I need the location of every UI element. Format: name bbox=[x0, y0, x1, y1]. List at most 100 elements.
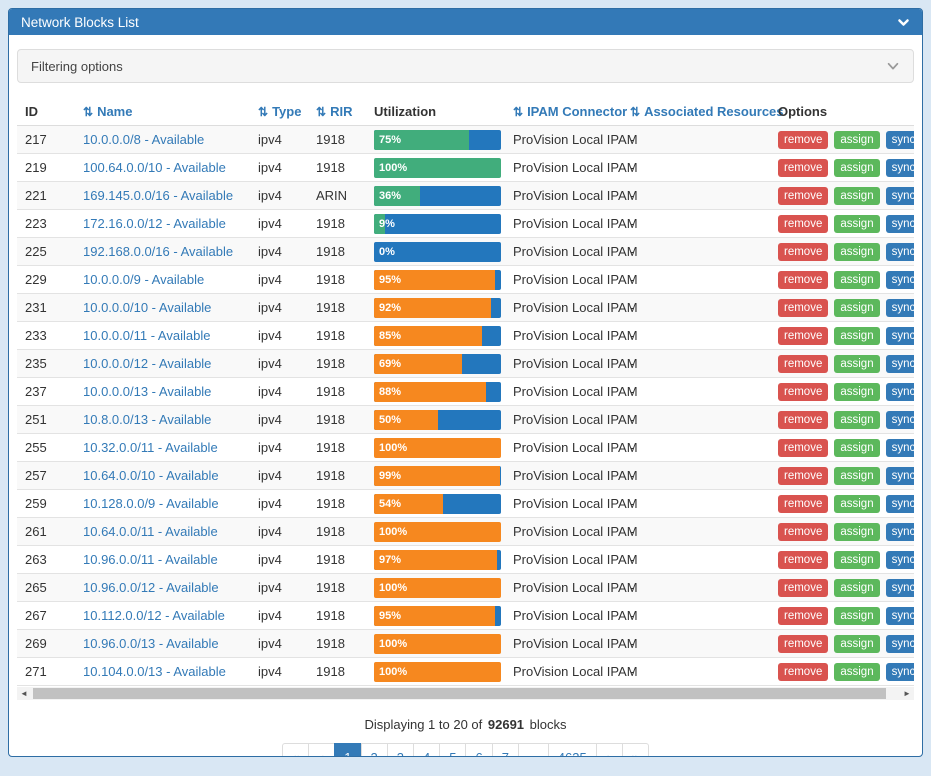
remove-button[interactable]: remove bbox=[778, 158, 829, 177]
horizontal-scrollbar[interactable]: ◄ ► bbox=[17, 687, 914, 700]
sync-button[interactable]: sync bbox=[885, 466, 914, 485]
sync-button[interactable]: sync bbox=[885, 326, 914, 345]
block-name-link[interactable]: 10.0.0.0/13 - Available bbox=[83, 384, 212, 399]
block-name-link[interactable]: 172.16.0.0/12 - Available bbox=[83, 216, 226, 231]
column-header-ipam-connector[interactable]: ⇅ IPAM Connector bbox=[505, 99, 627, 126]
remove-button[interactable]: remove bbox=[778, 298, 829, 317]
remove-button[interactable]: remove bbox=[778, 186, 829, 205]
assign-button[interactable]: assign bbox=[834, 606, 880, 625]
sync-button[interactable]: sync bbox=[885, 354, 914, 373]
sync-button[interactable]: sync bbox=[885, 382, 914, 401]
assign-button[interactable]: assign bbox=[834, 382, 880, 401]
block-name-link[interactable]: 10.0.0.0/11 - Available bbox=[83, 328, 211, 343]
remove-button[interactable]: remove bbox=[778, 494, 829, 513]
sync-button[interactable]: sync bbox=[885, 606, 914, 625]
assign-button[interactable]: assign bbox=[834, 214, 880, 233]
column-header-name[interactable]: ⇅ Name bbox=[75, 99, 250, 126]
remove-button[interactable]: remove bbox=[778, 270, 829, 289]
remove-button[interactable]: remove bbox=[778, 410, 829, 429]
sync-button[interactable]: sync bbox=[885, 242, 914, 261]
assign-button[interactable]: assign bbox=[834, 522, 880, 541]
assign-button[interactable]: assign bbox=[834, 634, 880, 653]
column-header-type[interactable]: ⇅ Type bbox=[250, 99, 308, 126]
remove-button[interactable]: remove bbox=[778, 326, 829, 345]
sync-button[interactable]: sync bbox=[885, 578, 914, 597]
page-button-5[interactable]: 5 bbox=[439, 743, 467, 756]
block-name-link[interactable]: 10.0.0.0/10 - Available bbox=[83, 300, 212, 315]
remove-button[interactable]: remove bbox=[778, 438, 829, 457]
block-name-link[interactable]: 10.96.0.0/12 - Available bbox=[83, 580, 219, 595]
remove-button[interactable]: remove bbox=[778, 214, 829, 233]
assign-button[interactable]: assign bbox=[834, 130, 880, 149]
page-button-4[interactable]: 4 bbox=[413, 743, 441, 756]
sync-button[interactable]: sync bbox=[885, 158, 914, 177]
assign-button[interactable]: assign bbox=[834, 662, 880, 681]
remove-button[interactable]: remove bbox=[778, 606, 829, 625]
sync-button[interactable]: sync bbox=[885, 634, 914, 653]
scrollbar-thumb[interactable] bbox=[33, 688, 886, 699]
block-name-link[interactable]: 10.8.0.0/13 - Available bbox=[83, 412, 212, 427]
scroll-right-arrow-icon[interactable]: ► bbox=[903, 689, 911, 698]
page-button-3[interactable]: 3 bbox=[386, 743, 414, 756]
sync-button[interactable]: sync bbox=[885, 522, 914, 541]
remove-button[interactable]: remove bbox=[778, 242, 829, 261]
block-name-link[interactable]: 10.96.0.0/13 - Available bbox=[83, 636, 219, 651]
assign-button[interactable]: assign bbox=[834, 578, 880, 597]
block-name-link[interactable]: 10.96.0.0/11 - Available bbox=[83, 552, 218, 567]
page-button-6[interactable]: 6 bbox=[465, 743, 493, 756]
assign-button[interactable]: assign bbox=[834, 186, 880, 205]
assign-button[interactable]: assign bbox=[834, 158, 880, 177]
remove-button[interactable]: remove bbox=[778, 578, 829, 597]
block-name-link[interactable]: 169.145.0.0/16 - Available bbox=[83, 188, 234, 203]
page-button-[interactable]: » bbox=[621, 743, 649, 756]
scroll-left-arrow-icon[interactable]: ◄ bbox=[20, 689, 28, 698]
remove-button[interactable]: remove bbox=[778, 522, 829, 541]
sync-button[interactable]: sync bbox=[885, 410, 914, 429]
assign-button[interactable]: assign bbox=[834, 326, 880, 345]
remove-button[interactable]: remove bbox=[778, 634, 829, 653]
block-name-link[interactable]: 10.64.0.0/11 - Available bbox=[83, 524, 218, 539]
remove-button[interactable]: remove bbox=[778, 662, 829, 681]
block-name-link[interactable]: 10.0.0.0/8 - Available bbox=[83, 132, 205, 147]
block-name-link[interactable]: 100.64.0.0/10 - Available bbox=[83, 160, 226, 175]
sync-button[interactable]: sync bbox=[885, 298, 914, 317]
block-name-link[interactable]: 10.112.0.0/12 - Available bbox=[83, 608, 225, 623]
block-name-link[interactable]: 10.104.0.0/13 - Available bbox=[83, 664, 226, 679]
page-button-[interactable]: › bbox=[595, 743, 623, 756]
page-button-7[interactable]: 7 bbox=[491, 743, 519, 756]
block-name-link[interactable]: 192.168.0.0/16 - Available bbox=[83, 244, 234, 259]
sync-button[interactable]: sync bbox=[885, 662, 914, 681]
assign-button[interactable]: assign bbox=[834, 298, 880, 317]
assign-button[interactable]: assign bbox=[834, 354, 880, 373]
panel-collapse-chevron-down-icon[interactable] bbox=[897, 16, 910, 29]
panel-header[interactable]: Network Blocks List bbox=[9, 9, 922, 35]
assign-button[interactable]: assign bbox=[834, 466, 880, 485]
remove-button[interactable]: remove bbox=[778, 550, 829, 569]
sync-button[interactable]: sync bbox=[885, 186, 914, 205]
remove-button[interactable]: remove bbox=[778, 382, 829, 401]
sync-button[interactable]: sync bbox=[885, 214, 914, 233]
sync-button[interactable]: sync bbox=[885, 494, 914, 513]
assign-button[interactable]: assign bbox=[834, 438, 880, 457]
assign-button[interactable]: assign bbox=[834, 410, 880, 429]
block-name-link[interactable]: 10.0.0.0/12 - Available bbox=[83, 356, 212, 371]
sync-button[interactable]: sync bbox=[885, 438, 914, 457]
sync-button[interactable]: sync bbox=[885, 270, 914, 289]
block-name-link[interactable]: 10.64.0.0/10 - Available bbox=[83, 468, 219, 483]
block-name-link[interactable]: 10.32.0.0/11 - Available bbox=[83, 440, 218, 455]
sync-button[interactable]: sync bbox=[885, 130, 914, 149]
page-button-4635[interactable]: 4635 bbox=[547, 743, 597, 756]
remove-button[interactable]: remove bbox=[778, 130, 829, 149]
remove-button[interactable]: remove bbox=[778, 466, 829, 485]
assign-button[interactable]: assign bbox=[834, 550, 880, 569]
page-button-1[interactable]: 1 bbox=[334, 743, 362, 756]
block-name-link[interactable]: 10.0.0.0/9 - Available bbox=[83, 272, 205, 287]
column-header-associated-resources[interactable]: ⇅ Associated Resources bbox=[622, 99, 784, 126]
filtering-options-toggle[interactable]: Filtering options bbox=[17, 49, 914, 83]
remove-button[interactable]: remove bbox=[778, 354, 829, 373]
page-button-2[interactable]: 2 bbox=[360, 743, 388, 756]
column-header-rir[interactable]: ⇅ RIR bbox=[308, 99, 366, 126]
sync-button[interactable]: sync bbox=[885, 550, 914, 569]
assign-button[interactable]: assign bbox=[834, 494, 880, 513]
block-name-link[interactable]: 10.128.0.0/9 - Available bbox=[83, 496, 219, 511]
